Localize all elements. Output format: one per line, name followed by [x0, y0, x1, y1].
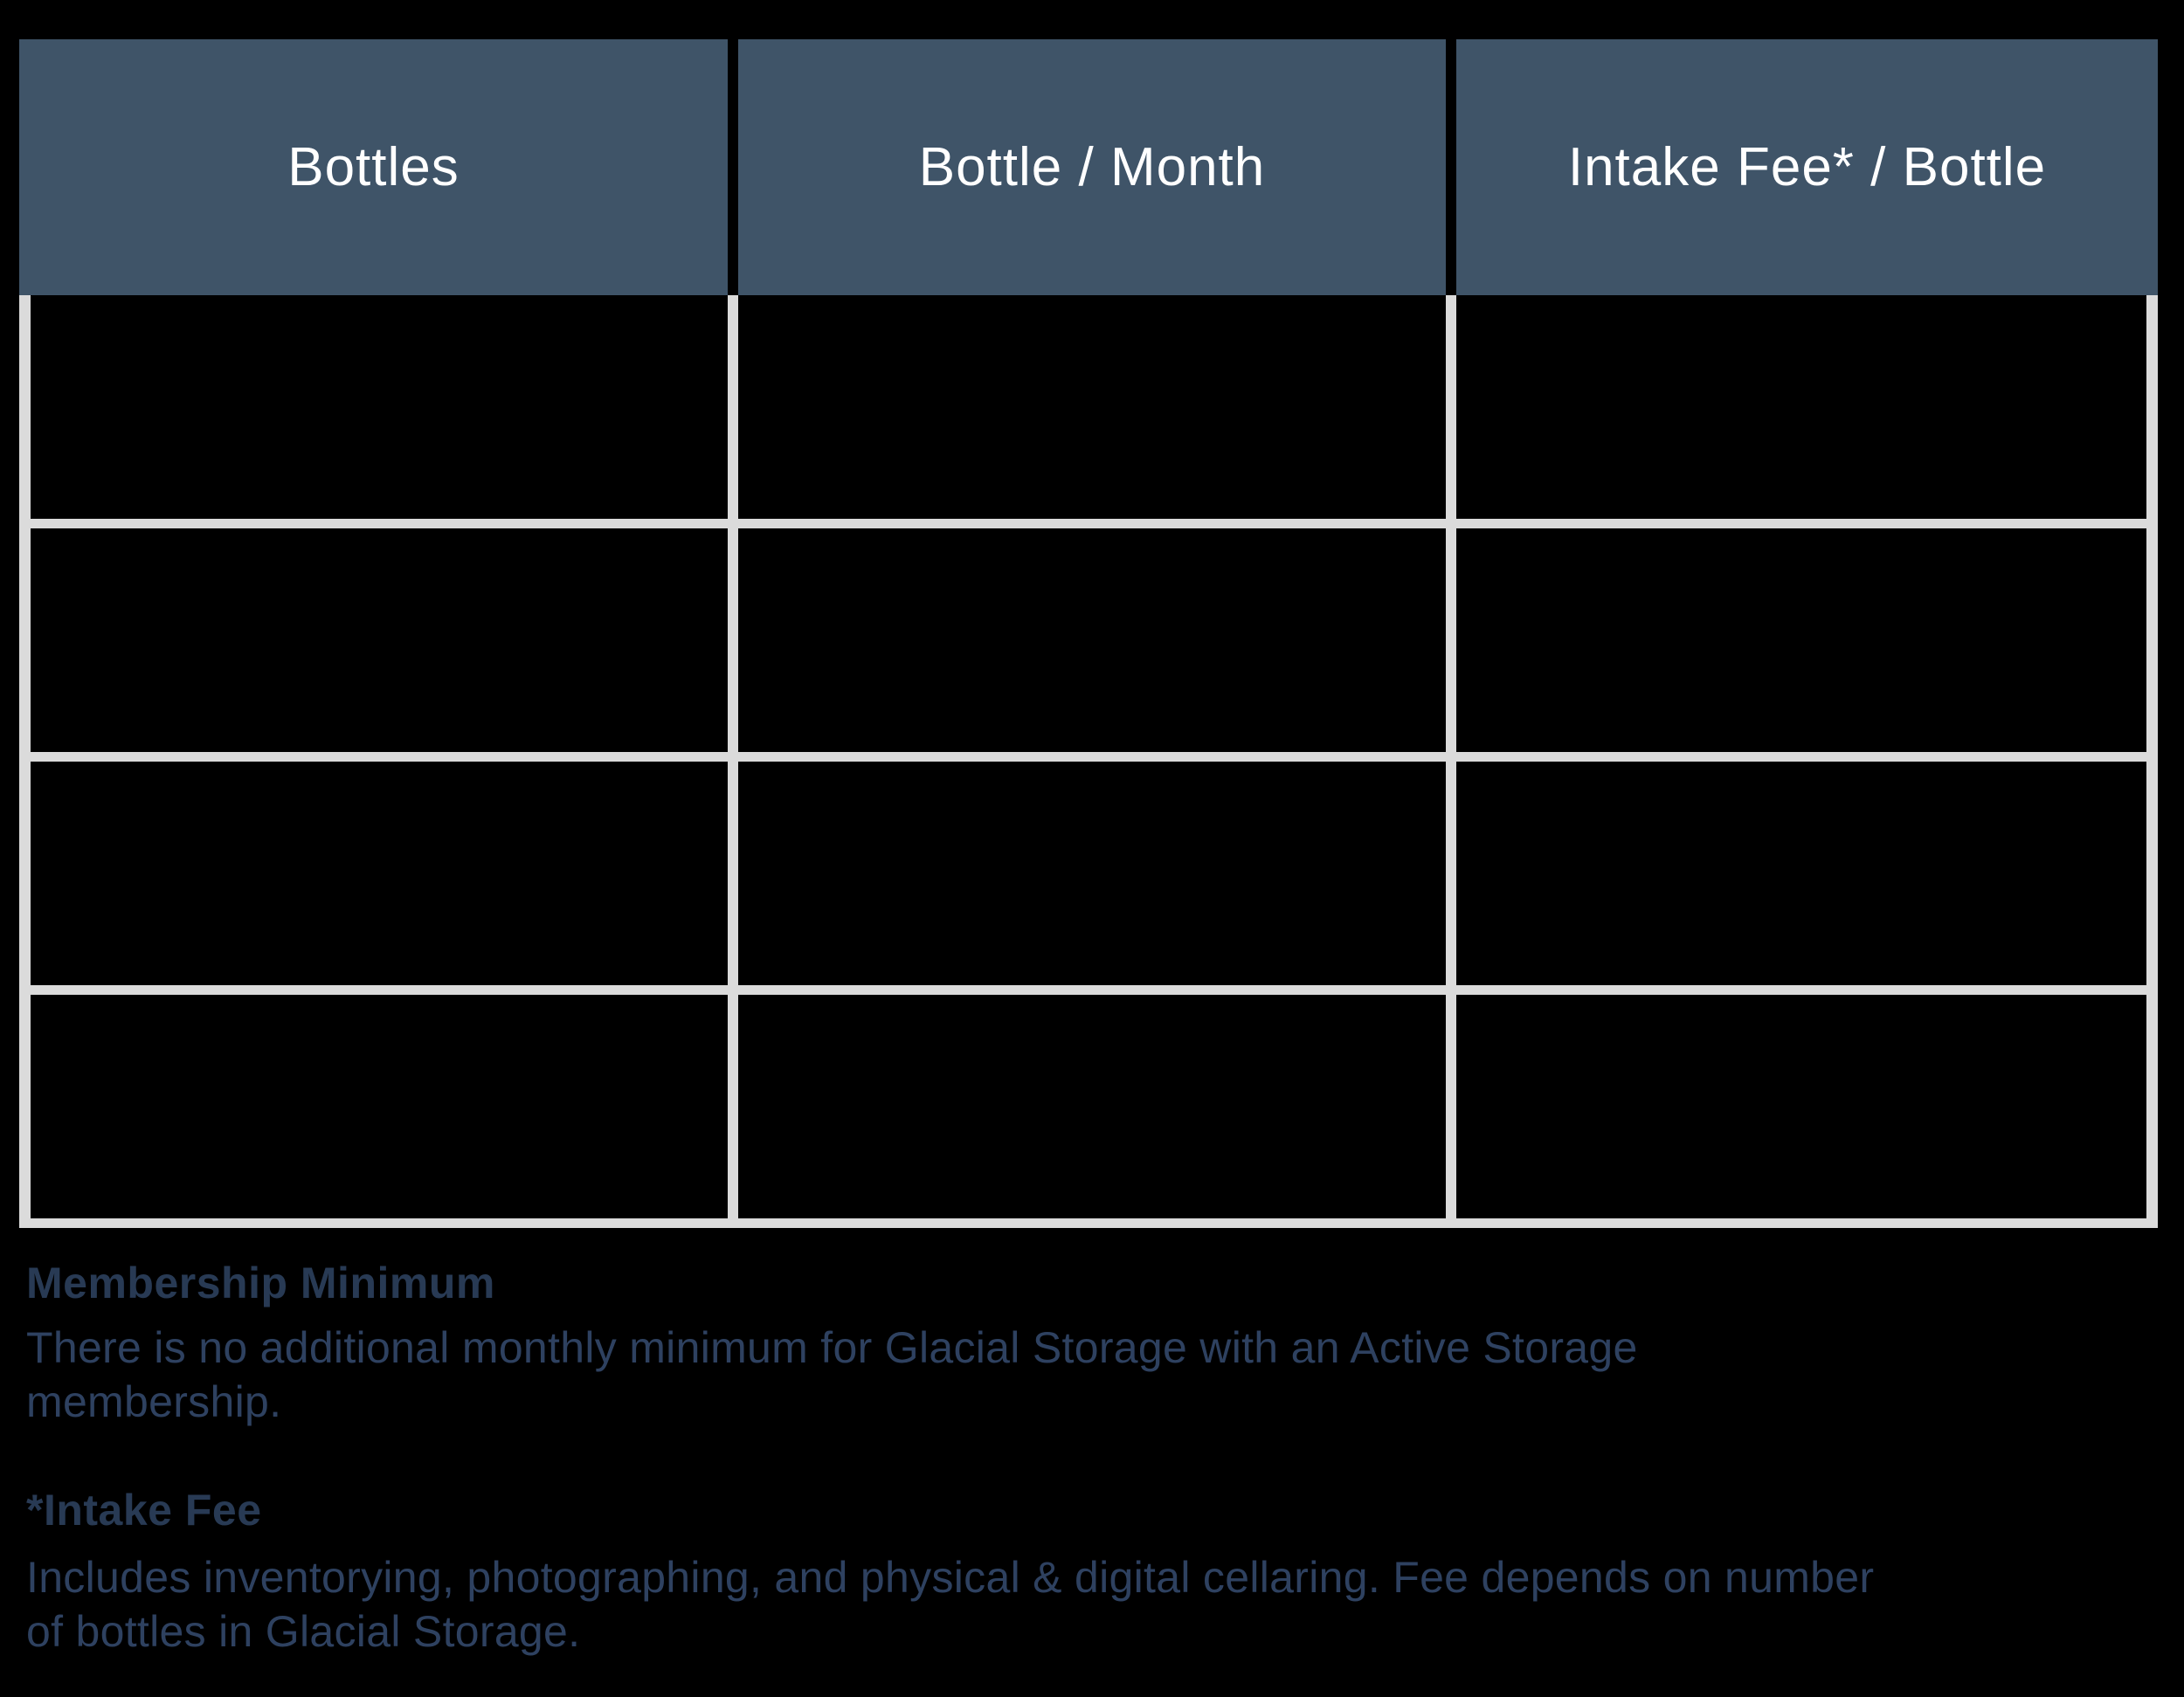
table-cell — [1456, 762, 2146, 985]
intake-fee-line-1: Includes inventorying, photographing, an… — [26, 1553, 1875, 1602]
intake-fee-line-2: of bottles in Glacial Storage. — [26, 1607, 581, 1656]
pricing-table: Bottles Bottle / Month Intake Fee* / Bot… — [19, 39, 2158, 1228]
table-cell — [31, 995, 728, 1218]
table-cell — [31, 295, 728, 519]
table-cell — [31, 528, 728, 752]
header-cell-bottle-per-month: Bottle / Month — [738, 39, 1446, 295]
intake-fee-heading: *Intake Fee — [26, 1486, 262, 1535]
table-cell — [1456, 995, 2146, 1218]
table-cell — [738, 295, 1446, 519]
intake-fee-text: Includes inventorying, photographing, an… — [26, 1550, 1874, 1659]
membership-minimum-heading: Membership Minimum — [26, 1259, 495, 1307]
table-cell — [31, 762, 728, 985]
table-cell — [738, 995, 1446, 1218]
header-cell-bottles: Bottles — [19, 39, 728, 295]
table-header-row: Bottles Bottle / Month Intake Fee* / Bot… — [19, 39, 2158, 295]
membership-minimum-text: There is no additional monthly minimum f… — [26, 1321, 1638, 1429]
table-cell — [738, 528, 1446, 752]
table-cell — [1456, 528, 2146, 752]
table-cell — [1456, 295, 2146, 519]
table-body — [19, 295, 2158, 1228]
header-cell-intake-fee-per-bottle: Intake Fee* / Bottle — [1456, 39, 2158, 295]
membership-minimum-line-2: membership. — [26, 1377, 282, 1426]
membership-minimum-line-1: There is no additional monthly minimum f… — [26, 1323, 1638, 1372]
table-cell — [738, 762, 1446, 985]
